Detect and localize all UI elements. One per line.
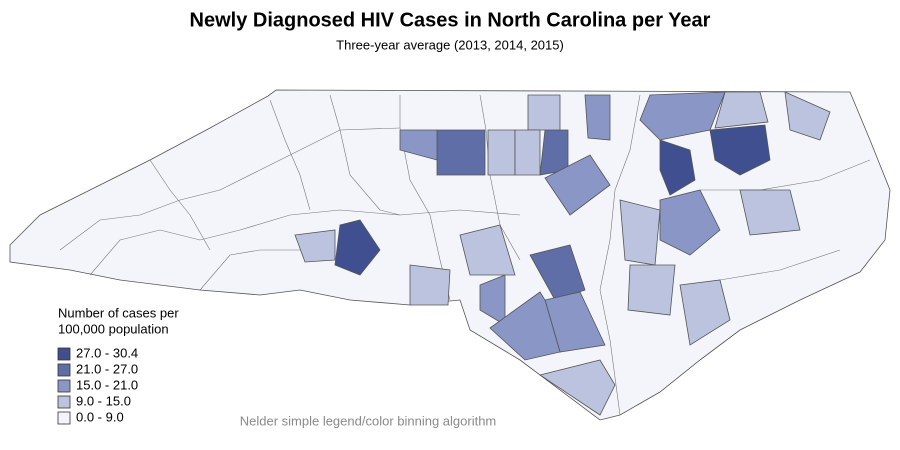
county (489, 291, 561, 361)
county (539, 359, 616, 416)
county (544, 154, 611, 216)
county (714, 91, 769, 129)
county (294, 229, 336, 263)
legend-label: 15.0 - 21.0 (76, 377, 138, 392)
county (584, 94, 611, 141)
county (399, 129, 438, 161)
legend-swatch (57, 395, 71, 409)
county (739, 189, 801, 236)
legend-label: 27.0 - 30.4 (76, 345, 138, 360)
county (529, 244, 586, 301)
state (9, 89, 891, 421)
county (459, 224, 516, 276)
legend-label: 0.0 - 9.0 (76, 409, 124, 424)
county (679, 279, 731, 346)
legend-label: 9.0 - 15.0 (76, 393, 131, 408)
county (627, 264, 676, 316)
legend-swatch (57, 379, 71, 393)
county (784, 91, 831, 141)
county-lines (59, 94, 871, 416)
title: Newly Diagnosed HIV Cases in North Carol… (190, 9, 711, 31)
county (527, 94, 561, 131)
county (514, 129, 541, 176)
legend-swatch (57, 363, 71, 377)
legend-swatch (57, 347, 71, 361)
county (409, 264, 451, 306)
legend-label: 21.0 - 27.0 (76, 361, 138, 376)
legend-swatch (57, 411, 71, 425)
county (619, 199, 661, 266)
county (639, 91, 726, 141)
legend-title: 100,000 population (58, 321, 169, 336)
county (334, 219, 381, 276)
legend-title: Number of cases per (58, 305, 179, 320)
county (659, 139, 696, 196)
footnote: Nelder simple legend/color binning algor… (240, 413, 497, 428)
county (709, 124, 771, 176)
subtitle: Three-year average (2013, 2014, 2015) (336, 37, 564, 52)
county (659, 189, 721, 256)
county (436, 129, 486, 176)
legend: Number of cases per 100,000 population 2… (57, 305, 179, 425)
county (487, 129, 516, 176)
